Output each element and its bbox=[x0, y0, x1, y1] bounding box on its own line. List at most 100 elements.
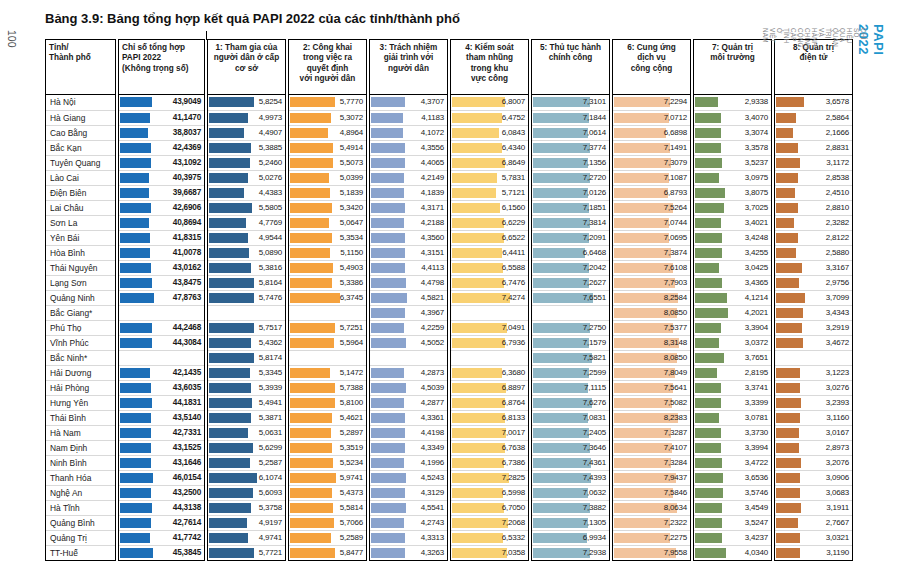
score-bar bbox=[776, 428, 799, 438]
score-value: 6,9934 bbox=[583, 531, 606, 545]
score-cell: 4,9741 bbox=[208, 530, 285, 545]
score-cell: 2,8973 bbox=[775, 440, 852, 455]
province-name: Bắc Giang* bbox=[46, 305, 115, 320]
score-cell: 5,6299 bbox=[208, 440, 285, 455]
score-bar bbox=[533, 428, 589, 438]
score-value: 3,0321 bbox=[826, 531, 849, 545]
score-bar bbox=[452, 97, 505, 107]
score-value: 4,2873 bbox=[421, 366, 444, 380]
score-cell: 4,5243 bbox=[370, 470, 447, 485]
column-header-participation: 1: Tham gia của người dân ở cấp cơ sở bbox=[208, 40, 285, 95]
score-cell: 6,8133 bbox=[451, 410, 528, 425]
score-bar bbox=[776, 233, 798, 243]
score-cell: 6,5998 bbox=[451, 485, 528, 500]
score-cell: 3,3994 bbox=[694, 440, 771, 455]
score-value: 5,1839 bbox=[340, 186, 363, 200]
score-cell: 5,2587 bbox=[208, 455, 285, 470]
column-corruption-control: 4: Kiểm soát tham nhũng trong khu vực cô… bbox=[450, 39, 529, 561]
score-value: 6,7050 bbox=[502, 501, 525, 515]
score-cell: 5,3519 bbox=[289, 440, 366, 455]
score-bar bbox=[290, 413, 332, 423]
score-cell: 2,5880 bbox=[775, 245, 852, 260]
score-value: 4,3129 bbox=[421, 486, 444, 500]
score-bar bbox=[290, 323, 335, 333]
score-cell: 5,3758 bbox=[208, 500, 285, 515]
score-value: 3,3904 bbox=[745, 321, 768, 335]
score-cell: 3,0781 bbox=[694, 410, 771, 425]
score-value: 4,4798 bbox=[421, 276, 444, 290]
score-value: 7,2091 bbox=[583, 231, 606, 245]
score-cell: 7,2068 bbox=[451, 515, 528, 530]
column-header-accountability: 3: Trách nhiệm giải trình với người dân bbox=[370, 40, 447, 95]
score-value: 2,3282 bbox=[826, 216, 849, 230]
province-name: TT-Huế bbox=[46, 545, 115, 560]
score-value: 45,3845 bbox=[173, 546, 201, 560]
score-cell: 7,0712 bbox=[613, 110, 690, 125]
score-cell: 7,0358 bbox=[451, 545, 528, 560]
score-value: 43,1525 bbox=[173, 441, 201, 455]
score-value: 3,4255 bbox=[745, 246, 768, 260]
score-bar bbox=[290, 488, 332, 498]
score-value: 7,0831 bbox=[583, 411, 606, 425]
score-cell bbox=[370, 350, 447, 365]
score-value: 5,7476 bbox=[259, 291, 282, 305]
score-bar bbox=[371, 143, 405, 153]
score-cell: 6,1560 bbox=[451, 200, 528, 215]
score-value: 3,7651 bbox=[745, 351, 768, 365]
province-name: Quảng Bình bbox=[46, 515, 115, 530]
score-cell: 3,3730 bbox=[694, 425, 771, 440]
score-cell: 7,3284 bbox=[613, 455, 690, 470]
score-bar bbox=[533, 488, 588, 498]
score-cell: 5,0276 bbox=[208, 170, 285, 185]
score-cell: 5,8100 bbox=[289, 395, 366, 410]
score-bar bbox=[209, 473, 257, 483]
score-value: 5,5073 bbox=[340, 156, 363, 170]
score-cell: 7,6108 bbox=[613, 260, 690, 275]
score-bar bbox=[290, 503, 333, 513]
score-cell: 5,0890 bbox=[208, 245, 285, 260]
score-bar bbox=[371, 338, 406, 348]
column-header-public-services: 6: Cung ứng dịch vụ công cộng bbox=[613, 40, 690, 95]
score-cell: 39,6687 bbox=[119, 185, 204, 200]
score-cell: 4,2743 bbox=[370, 515, 447, 530]
score-cell: 41,1470 bbox=[119, 110, 204, 125]
score-cell: 4,7769 bbox=[208, 215, 285, 230]
score-cell: 38,8037 bbox=[119, 125, 204, 140]
score-bar bbox=[120, 533, 150, 543]
score-value: 4,3313 bbox=[421, 531, 444, 545]
score-bar bbox=[120, 548, 153, 558]
score-cell: 7,2322 bbox=[613, 515, 690, 530]
score-value: 4,5821 bbox=[421, 291, 444, 305]
score-cell: 5,4362 bbox=[208, 335, 285, 350]
score-bar bbox=[452, 533, 503, 543]
score-value: 2,1666 bbox=[826, 126, 849, 140]
score-bar bbox=[371, 263, 405, 273]
score-value: 7,2750 bbox=[583, 321, 606, 335]
score-bar bbox=[695, 323, 721, 333]
score-cell: 6,6468 bbox=[532, 245, 609, 260]
column-public-services: 6: Cung ứng dịch vụ công cộng7,22947,071… bbox=[612, 39, 691, 561]
score-bar bbox=[290, 428, 331, 438]
score-value: 4,2877 bbox=[421, 396, 444, 410]
score-cell: 7,3882 bbox=[532, 500, 609, 515]
column-transparency: 2: Công khai trong việc ra quyết định vớ… bbox=[288, 39, 367, 561]
score-cell: 6,0843 bbox=[451, 125, 528, 140]
score-bar bbox=[371, 503, 406, 513]
score-cell: 2,1666 bbox=[775, 125, 852, 140]
score-value: 42,7331 bbox=[173, 426, 201, 440]
score-cell: 7,4361 bbox=[532, 455, 609, 470]
score-cell: 7,4274 bbox=[451, 290, 528, 305]
score-bar bbox=[695, 398, 721, 408]
score-cell: 3,3741 bbox=[694, 380, 771, 395]
score-bar bbox=[120, 473, 153, 483]
score-bar bbox=[290, 173, 329, 183]
score-cell: 6,6522 bbox=[451, 230, 528, 245]
score-bar bbox=[120, 383, 151, 393]
score-bar bbox=[776, 203, 798, 213]
score-bar bbox=[452, 128, 499, 138]
score-cell: 3,3399 bbox=[694, 395, 771, 410]
score-bar bbox=[371, 443, 405, 453]
score-cell: 5,8254 bbox=[208, 95, 285, 110]
score-value: 7,3287 bbox=[664, 426, 687, 440]
score-bar bbox=[695, 97, 718, 107]
